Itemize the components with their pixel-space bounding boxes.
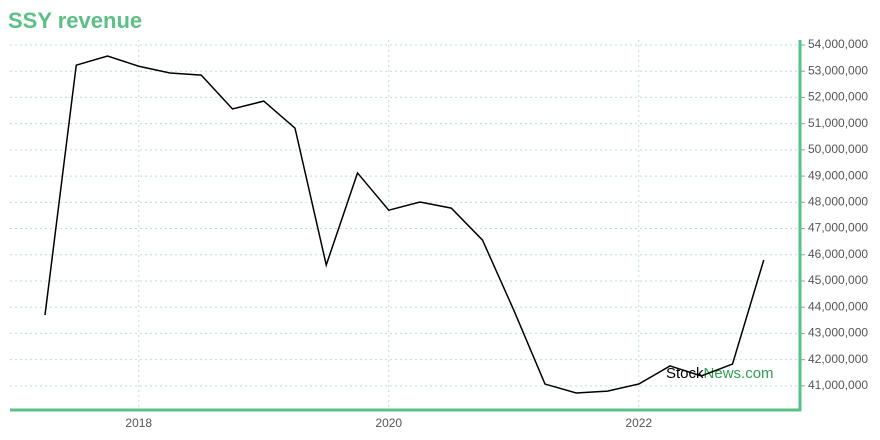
y-tick-label: 47,000,000 <box>808 221 868 235</box>
y-tick-label: 53,000,000 <box>808 63 868 77</box>
line <box>44 55 765 394</box>
x-tick-label: 2018 <box>125 416 152 430</box>
y-tick-label: 45,000,000 <box>808 273 868 287</box>
x-tick-label: 2022 <box>625 416 652 430</box>
y-tick-label: 52,000,000 <box>808 90 868 104</box>
watermark: StockNews.com <box>666 365 774 382</box>
y-tick-label: 51,000,000 <box>808 116 868 130</box>
y-tick-label: 42,000,000 <box>808 352 868 366</box>
y-tick-label: 49,000,000 <box>808 168 868 182</box>
x-tick-label: 2020 <box>375 416 402 430</box>
y-tick-label: 46,000,000 <box>808 247 868 261</box>
y-tick-label: 54,000,000 <box>808 37 868 51</box>
watermark-news: News.com <box>704 365 774 382</box>
y-tick-label: 48,000,000 <box>808 194 868 208</box>
chart-title: SSY revenue <box>8 8 142 33</box>
watermark-stock: Stock <box>666 365 704 382</box>
y-tick-label: 41,000,000 <box>808 378 868 392</box>
y-tick-label: 50,000,000 <box>808 142 868 156</box>
y-tick-label: 44,000,000 <box>808 299 868 313</box>
y-tick-label: 43,000,000 <box>808 326 868 340</box>
